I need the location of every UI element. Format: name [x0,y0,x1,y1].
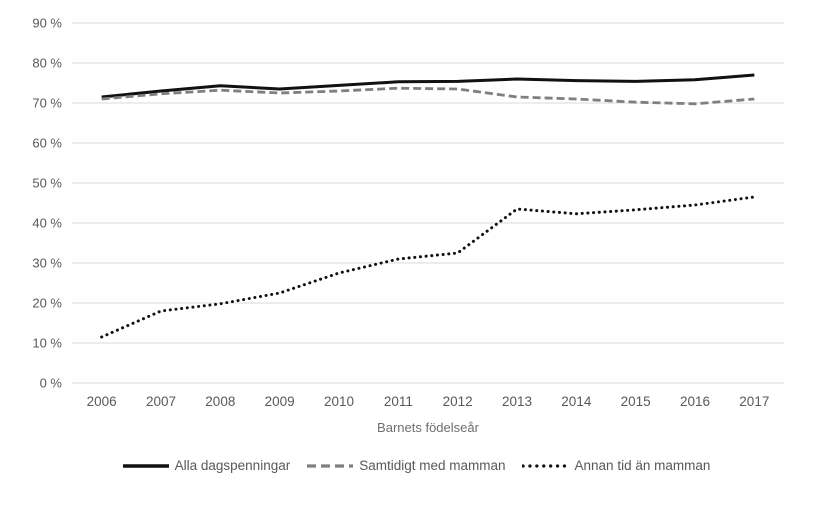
x-tick-label: 2007 [146,394,176,409]
x-tick-label: 2014 [561,394,592,409]
legend-item-3: Annan tid än mamman [521,458,711,473]
x-tick-label: 2012 [443,394,473,409]
x-tick-label: 2015 [621,394,651,409]
legend-item-2: Samtidigt med mamman [306,458,506,473]
x-tick-label: 2013 [502,394,532,409]
legend-swatch-dashed-line-icon [307,463,354,468]
legend-swatch-dotted-line-icon [521,463,570,468]
y-tick-label: 90 % [32,16,62,31]
x-tick-label: 2017 [739,394,769,409]
x-tick-label: 2011 [384,394,413,409]
x-tick-label: 2008 [205,394,235,409]
chart-legend: Alla dagspenningar Samtidigt med mamman An… [0,458,832,473]
y-tick-label: 70 % [32,96,62,111]
x-tick-label: 2009 [265,394,295,409]
y-tick-label: 0 % [40,376,63,391]
y-tick-label: 60 % [32,136,62,151]
x-axis-title: Barnets födelseår [377,420,479,435]
legend-item-1: Alla dagspenningar [122,458,291,473]
x-tick-label: 2016 [680,394,710,409]
series-line-dotted [100,195,756,339]
y-tick-label: 20 % [32,296,62,311]
legend-swatch-solid-line-icon [122,463,169,468]
x-tick-label: 2006 [87,394,117,409]
line-chart-plot: 0 % 10 % 20 % 30 % 40 % 50 % 60 % 70 % 80 % 90 % 2… [32,16,784,409]
legend-label: Alla dagspenningar [174,458,291,473]
y-tick-label: 50 % [32,176,62,191]
y-tick-label: 30 % [32,256,62,271]
series-line-dashed [101,86,755,106]
y-tick-label: 80 % [32,56,62,71]
series-line-solid [101,73,755,99]
y-tick-label: 10 % [32,336,62,351]
legend-label: Samtidigt med mamman [359,458,506,473]
x-tick-label: 2010 [324,394,354,409]
legend-label: Annan tid än mamman [574,458,711,473]
y-tick-label: 40 % [32,216,62,231]
